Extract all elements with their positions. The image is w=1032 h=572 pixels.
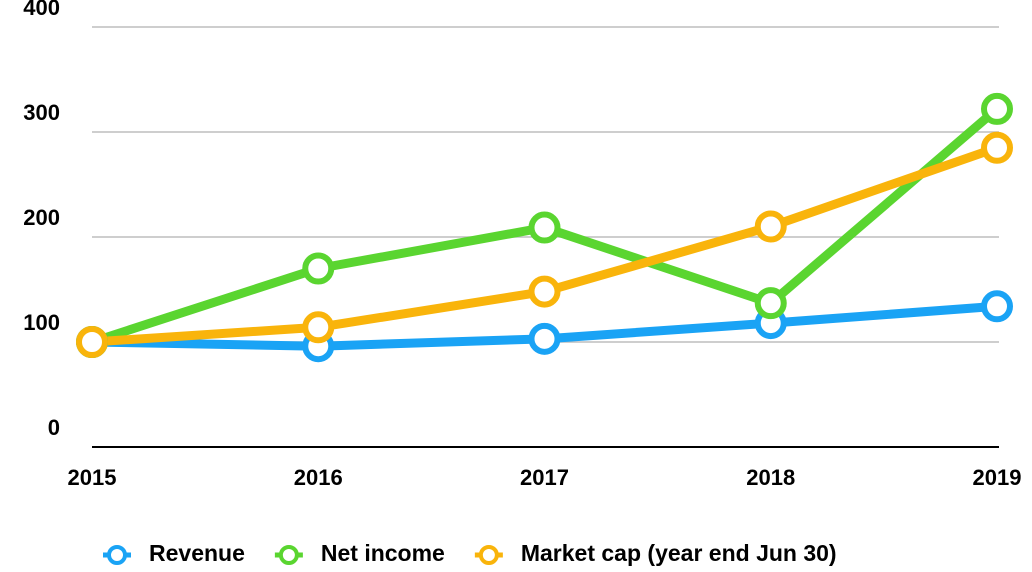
legend-label: Market cap (year end Jun 30) (521, 540, 837, 566)
x-tick-label: 2015 (68, 465, 117, 490)
data-point (754, 210, 787, 243)
legend-label: Revenue (149, 540, 245, 566)
y-tick-label: 400 (23, 0, 60, 20)
data-point (76, 326, 108, 358)
legend-item: Net income (274, 540, 445, 566)
y-tick-label: 0 (48, 415, 60, 440)
x-tick-label: 2016 (294, 465, 343, 490)
legend-label: Net income (321, 540, 445, 566)
data-point (981, 131, 1013, 164)
legend-swatch (107, 545, 127, 565)
y-tick-label: 200 (23, 205, 60, 230)
x-tick-label: 2018 (746, 465, 795, 490)
data-point (302, 252, 335, 285)
y-tick-label: 100 (23, 310, 60, 335)
data-point (302, 311, 335, 344)
x-tick-label: 2019 (973, 465, 1022, 490)
y-tick-label: 300 (23, 100, 60, 125)
data-point (528, 322, 561, 355)
x-tick-label: 2017 (520, 465, 569, 490)
data-point (528, 275, 561, 308)
data-point (981, 290, 1013, 323)
legend-swatch (478, 545, 499, 565)
data-point (754, 287, 787, 320)
legend-item: Revenue (103, 540, 245, 566)
legend-swatch (278, 545, 299, 565)
data-point (528, 211, 561, 244)
legend-item: Market cap (year end Jun 30) (474, 540, 837, 566)
data-point (981, 92, 1013, 125)
